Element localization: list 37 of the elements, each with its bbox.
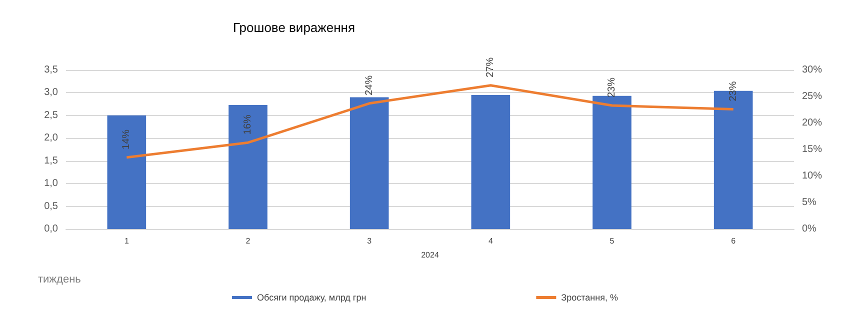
x-tick-label: 3 (367, 236, 372, 246)
data-label: 16% (242, 114, 254, 135)
y-tick-label: 2,5 (44, 110, 58, 121)
bar (228, 104, 268, 229)
x-tick-label: 2 (246, 236, 251, 246)
data-label: 23% (728, 81, 739, 102)
data-label: 24% (364, 75, 375, 96)
y2-tick-label: 0% (802, 224, 817, 234)
x-tick-label: 6 (731, 236, 736, 246)
x-tick-label: 5 (610, 236, 615, 246)
y-tick-label: 0,0 (44, 224, 58, 234)
y-tick-label: 3,5 (44, 64, 58, 76)
x-tick-label: 1 (124, 236, 130, 246)
y2-tick-label: 25% (802, 91, 822, 102)
x-tick-label: 4 (488, 236, 494, 246)
data-label: 27% (485, 57, 496, 78)
x-axis-title: 2024 (421, 250, 440, 260)
legend-label: Зростання, % (561, 292, 618, 302)
y2-tick-label: 15% (802, 144, 822, 155)
y2-tick-label: 20% (802, 118, 822, 128)
legend-label: Обсяги продажу, млрд грн (257, 292, 366, 302)
y-tick-label: 1,0 (44, 178, 58, 190)
bar (471, 94, 510, 229)
text: тиждень (38, 274, 82, 286)
y2-tick-label: 30% (802, 64, 822, 76)
bar (107, 115, 146, 229)
bar (350, 97, 389, 229)
y2-tick-label: 5% (802, 197, 817, 208)
y-tick-label: 0,5 (44, 200, 58, 212)
bar (592, 96, 632, 229)
chart-title: Грошове вираження (233, 20, 355, 35)
y-tick-label: 2,0 (44, 132, 58, 144)
data-label: 23% (606, 77, 618, 98)
data-label: 14% (121, 129, 132, 150)
y2-tick-label: 10% (802, 170, 822, 182)
y-tick-label: 3,0 (44, 87, 58, 98)
y-tick-label: 1,5 (44, 155, 58, 166)
